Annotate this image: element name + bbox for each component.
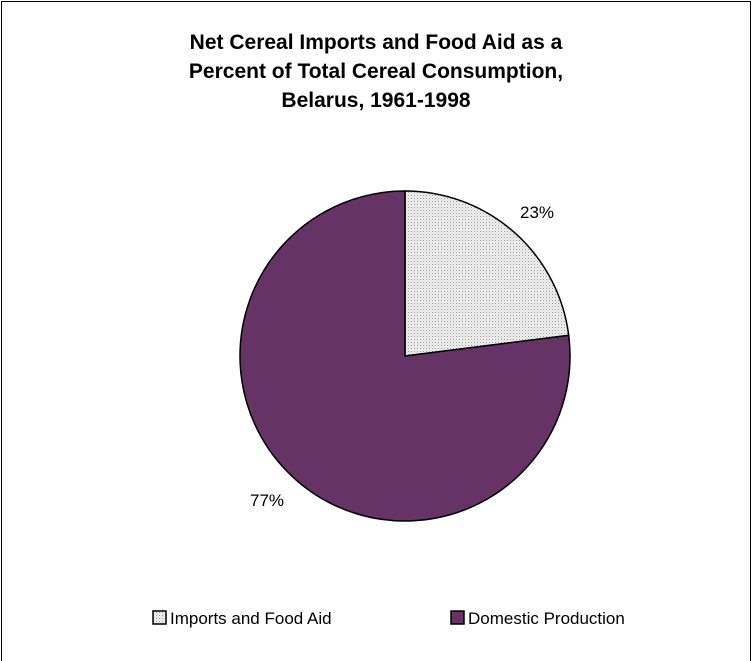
- legend-swatch-imports: [152, 610, 167, 625]
- slice-label-domestic: 77%: [250, 491, 284, 510]
- pie-slices: [239, 190, 571, 522]
- legend-swatch-domestic: [450, 610, 465, 625]
- pie-slice-imports: [404, 190, 570, 357]
- chart-title-line-2: Percent of Total Cereal Consumption,: [189, 60, 563, 83]
- legend-label-imports: Imports and Food Aid: [170, 609, 332, 628]
- slice-label-imports: 23%: [520, 203, 554, 222]
- legend: Imports and Food Aid Domestic Production: [152, 609, 625, 628]
- legend-label-domestic: Domestic Production: [468, 609, 625, 628]
- pie-slice-domestic: [239, 190, 571, 522]
- chart-title-line-1: Net Cereal Imports and Food Aid as a: [190, 31, 563, 54]
- chart-title-line-3: Belarus, 1961-1998: [281, 89, 470, 112]
